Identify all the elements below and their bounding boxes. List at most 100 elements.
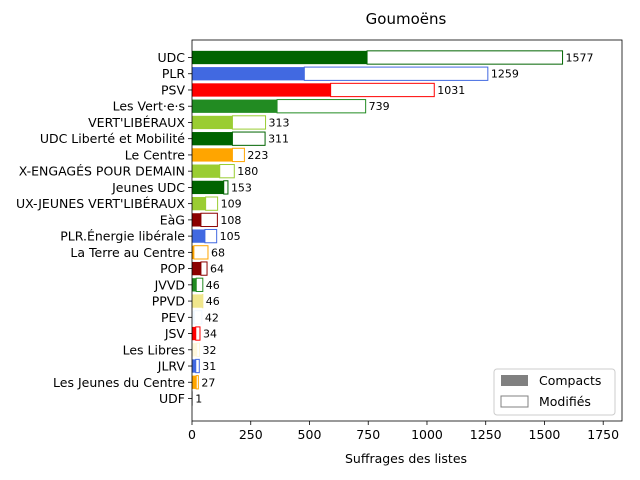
bar-modifies-cat-1 [303,66,489,81]
y-tick-label-cat-12: La Terre au Centre [70,245,185,260]
y-tick-label-cat-0: UDC [157,50,185,65]
bar-modifies-cat-6 [231,147,245,163]
bar-modifies-cat-20 [195,375,199,390]
y-tick-label-cat-1: PLR [162,66,186,81]
y-tick-label-cat-17: JSV [164,326,186,341]
y-tick-label-cat-11: PLR.Énergie libérale [60,229,185,244]
y-tick-label-cat-20: Les Jeunes du Centre [53,375,185,390]
bar-modifies-cat-15 [201,293,204,309]
total-label-cat-4: 313 [269,116,290,129]
bar-modifies-cat-18 [196,342,201,357]
y-tick-label-cat-21: UDF [159,391,185,406]
total-label-cat-8: 153 [231,181,252,194]
axes-frame [191,39,623,422]
bar-compacts-cat-8 [192,180,224,195]
y-tick-label-cat-2: PSV [161,82,185,97]
y-tick-label-cat-4: VERT'LIBÉRAUX [88,115,185,130]
total-label-cat-7: 180 [237,165,258,178]
y-tick-label-cat-6: Le Centre [125,147,186,162]
total-label-cat-14: 46 [206,279,220,292]
total-label-cat-12: 68 [211,246,225,259]
bar-modifies-cat-4 [231,115,267,130]
bar-compacts-cat-2 [192,83,331,97]
x-axis-label: Suffrages des listes [345,451,467,466]
total-label-cat-5: 311 [268,133,289,146]
bar-compacts-cat-3 [192,99,278,113]
bar-compacts-cat-15 [192,294,203,308]
total-label-cat-19: 31 [202,360,216,373]
y-tick-label-cat-18: Les Libres [123,342,185,357]
y-tick-label-cat-15: PPVD [152,294,185,309]
bar-compacts-cat-12 [192,245,194,260]
x-tick-label-0: 0 [188,427,196,442]
y-tick-label-cat-5: UDC Liberté et Mobilité [40,131,185,146]
bar-compacts-cat-4 [192,115,233,130]
y-tick-label-cat-3: Les Vert·e·s [113,99,185,114]
bar-modifies-cat-0 [366,50,564,65]
legend-swatch-0 [501,375,528,386]
total-label-cat-15: 46 [206,295,220,308]
y-tick-label-cat-9: UX-JEUNES VERT'LIBÉRAUX [16,196,185,211]
legend-label-0: Compacts [539,373,601,388]
y-tick-label-cat-16: PEV [161,310,185,325]
x-tick-label-5: 1250 [470,427,502,442]
legend-label-1: Modifiés [539,394,591,409]
bar-modifies-cat-5 [231,131,266,146]
bar-compacts-cat-18 [192,343,197,357]
x-tick-label-7: 1750 [587,427,619,442]
bar-modifies-cat-10 [200,212,218,228]
bar-compacts-cat-14 [192,278,197,292]
total-label-cat-17: 34 [203,328,217,341]
bar-modifies-cat-19 [195,358,200,374]
total-label-cat-1: 1259 [491,68,519,81]
bar-modifies-cat-3 [276,99,367,114]
legend-swatch-1 [500,395,529,408]
y-tick-label-cat-10: EàG [160,212,185,227]
total-label-cat-2: 1031 [437,84,465,97]
bar-compacts-cat-11 [192,229,205,243]
x-tick-label-6: 1500 [529,427,561,442]
bar-compacts-cat-13 [192,261,201,276]
total-label-cat-16: 42 [205,311,219,324]
bar-modifies-cat-9 [205,196,219,211]
bar-compacts-cat-5 [192,132,233,146]
total-label-cat-6: 223 [247,149,268,162]
total-label-cat-10: 108 [220,214,241,227]
total-label-cat-13: 64 [210,263,224,276]
total-label-cat-0: 1577 [566,52,594,65]
x-tick-label-3: 750 [356,427,380,442]
bar-modifies-cat-14 [195,277,204,292]
bar-compacts-cat-0 [192,50,368,65]
x-tick-label-2: 500 [298,427,322,442]
chart-title: Goumoëns [366,10,447,28]
bar-compacts-cat-9 [192,196,206,211]
y-tick-label-cat-13: POP [160,261,185,276]
legend: Compacts Modifiés [493,368,616,416]
bar-compacts-cat-16 [192,310,195,324]
bar-modifies-cat-13 [200,261,208,276]
total-label-cat-11: 105 [220,230,241,243]
y-tick-label-cat-8: Jeunes UDC [111,180,185,195]
bar-modifies-cat-8 [223,180,229,195]
total-label-cat-18: 32 [203,344,217,357]
bar-modifies-cat-12 [193,245,209,260]
total-label-cat-3: 739 [369,100,390,113]
bar-compacts-cat-17 [192,326,196,341]
bar-compacts-cat-19 [192,359,196,373]
bar-modifies-cat-17 [195,326,201,341]
bar-compacts-cat-1 [192,67,305,81]
y-tick-label-cat-7: X-ENGAGÉS POUR DEMAIN [19,164,185,179]
x-tick-label-1: 250 [239,427,263,442]
total-label-cat-20: 27 [201,376,215,389]
bar-compacts-cat-7 [192,164,220,178]
bar-compacts-cat-10 [192,213,201,227]
bar-modifies-cat-16 [193,310,203,325]
bar-modifies-cat-2 [330,82,435,98]
bar-modifies-cat-7 [219,164,235,179]
x-tick-label-4: 1000 [411,427,443,442]
bar-compacts-cat-6 [192,148,233,162]
bar-modifies-cat-11 [204,228,218,244]
total-label-cat-21: 1 [195,393,202,406]
